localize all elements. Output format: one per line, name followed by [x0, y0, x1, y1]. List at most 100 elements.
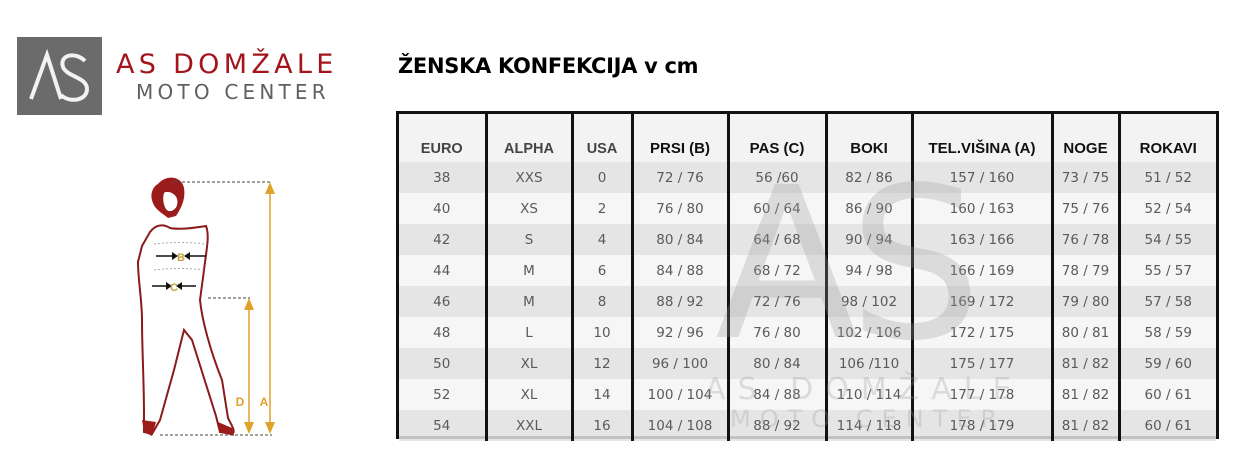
table-cell: 60 / 61 — [1117, 410, 1216, 441]
table-cell: 169 / 172 — [910, 286, 1052, 317]
table-cell: 0 — [570, 162, 632, 193]
table-cell: XXS — [484, 162, 572, 193]
column-header: BOKI — [824, 114, 912, 162]
table-cell: 81 / 82 — [1050, 379, 1119, 410]
table-row: 44 M 6 84 / 88 68 / 72 94 / 98 166 / 169 78 / 7… — [399, 255, 1216, 286]
table-cell: L — [484, 317, 572, 348]
table-cell: 84 / 88 — [726, 379, 826, 410]
table-cell: 81 / 82 — [1050, 348, 1119, 379]
table-cell: 75 / 76 — [1050, 193, 1119, 224]
body-measurement-figure: B C A D — [136, 177, 275, 436]
table-cell: 76 / 80 — [726, 317, 826, 348]
logo-mark — [17, 37, 102, 115]
inseam-label: D — [236, 395, 245, 409]
column-header: NOGE — [1050, 114, 1119, 162]
table-cell: 76 / 80 — [630, 193, 728, 224]
table-cell: XL — [484, 379, 572, 410]
table-cell: 175 / 177 — [910, 348, 1052, 379]
table-row: 50 XL 12 96 / 100 80 / 84 106 /110 175 / 177 81… — [399, 348, 1216, 379]
table-cell: 92 / 96 — [630, 317, 728, 348]
table-cell: 16 — [570, 410, 632, 441]
table-cell: 4 — [570, 224, 632, 255]
table-cell: 60 / 64 — [726, 193, 826, 224]
table-cell: 76 / 78 — [1050, 224, 1119, 255]
table-cell: 84 / 88 — [630, 255, 728, 286]
as-logo-icon — [29, 48, 90, 102]
table-cell: 88 / 92 — [630, 286, 728, 317]
table-cell: 72 / 76 — [726, 286, 826, 317]
table-row: 52 XL 14 100 / 104 84 / 88 110 / 114 177 / 178… — [399, 379, 1216, 410]
table-cell: 163 / 166 — [910, 224, 1052, 255]
table-cell: 40 — [399, 193, 486, 224]
table-cell: 90 / 94 — [824, 224, 912, 255]
bust-label: B — [177, 252, 185, 264]
table-cell: 82 / 86 — [824, 162, 912, 193]
table-cell: 52 — [399, 379, 486, 410]
table-cell: 166 / 169 — [910, 255, 1052, 286]
table-header-row: EURO ALPHA USA PRSI (B) PAS (C) BOKI TEL.VIŠIN… — [399, 114, 1216, 162]
table-cell: 114 / 118 — [824, 410, 912, 441]
table-cell: 177 / 178 — [910, 379, 1052, 410]
table-cell: 104 / 108 — [630, 410, 728, 441]
table-cell: 54 — [399, 410, 486, 441]
table-cell: M — [484, 255, 572, 286]
table-cell: 44 — [399, 255, 486, 286]
table-cell: 79 / 80 — [1050, 286, 1119, 317]
table-row: 38 XXS 0 72 / 76 56 /60 82 / 86 157 / 160 73 / … — [399, 162, 1216, 193]
table-cell: 80 / 81 — [1050, 317, 1119, 348]
table-cell: 78 / 79 — [1050, 255, 1119, 286]
table-cell: 8 — [570, 286, 632, 317]
table-cell: 14 — [570, 379, 632, 410]
table-cell: S — [484, 224, 572, 255]
table-cell: 2 — [570, 193, 632, 224]
table-cell: 88 / 92 — [726, 410, 826, 441]
column-header: PAS (C) — [726, 114, 826, 162]
table-cell: 110 / 114 — [824, 379, 912, 410]
column-header: EURO — [399, 114, 486, 162]
table-cell: 160 / 163 — [910, 193, 1052, 224]
table-cell: 56 /60 — [726, 162, 826, 193]
table-cell: 106 /110 — [824, 348, 912, 379]
column-header: PRSI (B) — [630, 114, 728, 162]
table-cell: 80 / 84 — [630, 224, 728, 255]
table-cell: 59 / 60 — [1117, 348, 1216, 379]
table-cell: 58 / 59 — [1117, 317, 1216, 348]
table-cell: M — [484, 286, 572, 317]
table-row: 54 XXL 16 104 / 108 88 / 92 114 / 118 178 / 17… — [399, 410, 1216, 441]
table-cell: 50 — [399, 348, 486, 379]
table-cell: 57 / 58 — [1117, 286, 1216, 317]
table-cell: 60 / 61 — [1117, 379, 1216, 410]
table-cell: 72 / 76 — [630, 162, 728, 193]
table-row: 48 L 10 92 / 96 76 / 80 102 / 106 172 / 175 80 … — [399, 317, 1216, 348]
logo-title: AS DOMŽALE — [116, 49, 338, 80]
column-header: ROKAVI — [1117, 114, 1216, 162]
table-cell: 12 — [570, 348, 632, 379]
table-cell: 98 / 102 — [824, 286, 912, 317]
column-header: TEL.VIŠINA (A) — [910, 114, 1052, 162]
table-cell: 73 / 75 — [1050, 162, 1119, 193]
table-cell: 38 — [399, 162, 486, 193]
height-label: A — [260, 395, 269, 409]
table-cell: 157 / 160 — [910, 162, 1052, 193]
table-cell: 178 / 179 — [910, 410, 1052, 441]
column-header: ALPHA — [484, 114, 572, 162]
table-cell: 55 / 57 — [1117, 255, 1216, 286]
table-cell: XS — [484, 193, 572, 224]
table-cell: 100 / 104 — [630, 379, 728, 410]
table-cell: 48 — [399, 317, 486, 348]
table-row: 42 S 4 80 / 84 64 / 68 90 / 94 163 / 166 76 / 7… — [399, 224, 1216, 255]
table-cell: XXL — [484, 410, 572, 441]
table-cell: 52 / 54 — [1117, 193, 1216, 224]
table-cell: 68 / 72 — [726, 255, 826, 286]
table-cell: 46 — [399, 286, 486, 317]
table-row: 40 XS 2 76 / 80 60 / 64 86 / 90 160 / 163 75 / … — [399, 193, 1216, 224]
logo-subtitle: MOTO CENTER — [136, 80, 330, 104]
table-cell: 6 — [570, 255, 632, 286]
table-cell: 42 — [399, 224, 486, 255]
table-cell: 94 / 98 — [824, 255, 912, 286]
table-cell: 86 / 90 — [824, 193, 912, 224]
table-cell: 81 / 82 — [1050, 410, 1119, 441]
table-cell: 80 / 84 — [726, 348, 826, 379]
table-row: 46 M 8 88 / 92 72 / 76 98 / 102 169 / 172 79 / … — [399, 286, 1216, 317]
table-cell: XL — [484, 348, 572, 379]
